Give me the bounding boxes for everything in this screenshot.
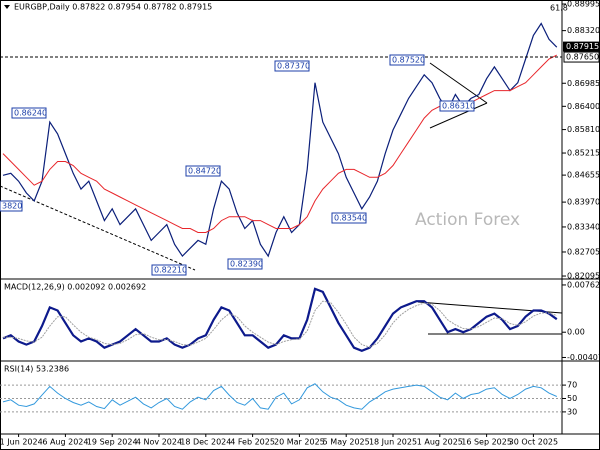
x-tick-label: 5 May 2025: [323, 438, 370, 447]
series-line: [2, 383, 557, 410]
y-tick-label: 70: [567, 381, 577, 390]
annotation: 0.82210: [154, 266, 187, 275]
x-tick-label: 18 Jun 2025: [369, 438, 417, 447]
annotation: 3820: [2, 202, 22, 211]
y-tick-label: 0.85215: [567, 149, 600, 158]
y-tick-label: 30: [567, 407, 577, 416]
annotation-box: [185, 165, 221, 177]
y-tick-label: -0.004073: [567, 353, 600, 362]
x-tick-label: 4 Nov 2024: [136, 438, 182, 447]
menu-arrow: [4, 5, 10, 9]
annotation-box: [0, 200, 23, 212]
y-tick-label: 50: [567, 394, 577, 403]
series-line: [2, 287, 558, 352]
pane-title: RSI(14) 53.2386: [4, 365, 69, 374]
y-tick-label: 0.88320: [567, 26, 600, 35]
y-tick-label: 0.82705: [567, 247, 600, 256]
annotation-box: [439, 100, 475, 112]
series-line: [3, 300, 557, 348]
level-box: [563, 51, 600, 63]
trend-line: [429, 102, 488, 129]
price-label: 0.87915: [566, 42, 599, 51]
x-tick-label: 1 Aug 2025: [417, 438, 463, 447]
x-tick-label: 16 Sep 2025: [461, 438, 512, 447]
annotation: 0.82390: [230, 260, 263, 269]
y-tick-label: 0.83340: [567, 222, 600, 231]
y-tick-label: 0.00: [567, 328, 585, 337]
x-tick-label: 6 Aug 2024: [42, 438, 88, 447]
annotation-box: [331, 212, 367, 224]
pane-title: MACD(12,26,9) 0.002092 0.002692: [4, 283, 146, 292]
annotation: 0.87370: [277, 62, 310, 71]
y-tick-label: 0.85810: [567, 125, 600, 134]
annotation: 0.86310: [442, 102, 475, 111]
price-box: [563, 41, 599, 52]
x-tick-label: 30 Oct 2025: [509, 438, 558, 447]
x-tick-label: 20 Mar 2025: [274, 438, 325, 447]
chart-title: EURGBP,Daily 0.87822 0.87954 0.87782 0.8…: [14, 3, 212, 12]
x-tick-label: 4 Feb 2025: [230, 438, 275, 447]
annotation: 61.8: [550, 4, 568, 13]
y-tick-label: 0.86400: [567, 102, 600, 111]
y-tick-label: 0.86985: [567, 79, 600, 88]
annotation: 0.83540: [334, 214, 367, 223]
annotation-box: [389, 54, 425, 66]
y-tick-label: 0.83970: [567, 198, 600, 207]
annotation: 0.84720: [188, 167, 221, 176]
x-tick-label: 21 Jun 2024: [0, 438, 43, 447]
y-tick-label: 0.007623: [567, 280, 600, 289]
y-tick-label: 0.84655: [567, 171, 600, 180]
watermark: Action Forex: [415, 210, 520, 230]
x-tick-label: 19 Sep 2024: [87, 438, 138, 447]
annotation: 0.87520: [392, 56, 425, 65]
y-tick-label: 0.82095: [567, 272, 600, 281]
y-tick-label: 0.88995: [567, 0, 600, 9]
annotation-box: [227, 258, 263, 270]
annotation: 0.86240: [14, 109, 47, 118]
annotation-box: [151, 264, 187, 276]
trend-line: [429, 62, 488, 104]
x-tick-label: 18 Dec 2024: [180, 438, 231, 447]
annotation-box: [11, 107, 47, 119]
level-label: 0.87650: [566, 53, 599, 62]
annotation-box: [274, 60, 310, 72]
